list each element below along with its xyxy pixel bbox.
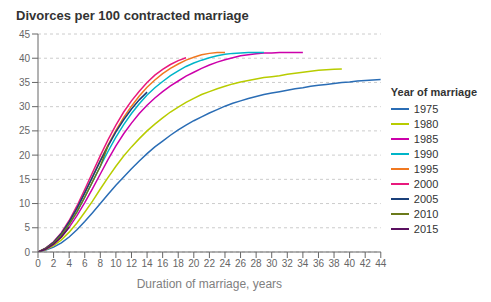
svg-text:Duration of marriage, years: Duration of marriage, years (137, 277, 282, 291)
svg-text:30: 30 (266, 258, 278, 269)
svg-text:45: 45 (19, 29, 31, 40)
svg-text:0: 0 (24, 247, 30, 258)
svg-text:4: 4 (66, 258, 72, 269)
html-text:1990: 1990 (413, 148, 439, 160)
html-text:2015: 2015 (413, 223, 439, 235)
svg-text:20: 20 (188, 258, 200, 269)
svg-text:12: 12 (126, 258, 138, 269)
html-text:2005: 2005 (413, 193, 439, 205)
svg-text:15: 15 (19, 174, 31, 185)
svg-text:28: 28 (251, 258, 263, 269)
svg-text:0: 0 (35, 258, 41, 269)
svg-text:24: 24 (219, 258, 231, 269)
svg-text:40: 40 (19, 53, 31, 64)
svg-text:22: 22 (204, 258, 216, 269)
html-text:1985: 1985 (413, 133, 439, 145)
svg-text:20: 20 (19, 150, 31, 161)
svg-text:44: 44 (375, 258, 387, 269)
html-text:1975: 1975 (413, 103, 439, 115)
svg-text:36: 36 (313, 258, 325, 269)
svg-text:30: 30 (19, 101, 31, 112)
html-text:1995: 1995 (413, 163, 439, 175)
svg-text:32: 32 (282, 258, 294, 269)
svg-text:35: 35 (19, 77, 31, 88)
svg-text:2: 2 (51, 258, 57, 269)
svg-text:8: 8 (98, 258, 104, 269)
svg-text:26: 26 (235, 258, 247, 269)
svg-text:16: 16 (157, 258, 169, 269)
svg-text:14: 14 (142, 258, 154, 269)
html-text:2010: 2010 (413, 208, 439, 220)
html-text:Year of marriage: Year of marriage (390, 85, 477, 98)
svg-text:38: 38 (328, 258, 340, 269)
html-text:2000: 2000 (413, 178, 439, 190)
svg-text:6: 6 (82, 258, 88, 269)
svg-text:18: 18 (173, 258, 185, 269)
svg-text:10: 10 (110, 258, 122, 269)
svg-text:40: 40 (344, 258, 356, 269)
svg-text:5: 5 (24, 222, 30, 233)
html-text:Divorces per 100 contracted ma: Divorces per 100 contracted marriage (16, 8, 249, 23)
html-text:1980: 1980 (413, 118, 439, 130)
svg-text:10: 10 (19, 198, 31, 209)
svg-text:25: 25 (19, 125, 31, 136)
svg-text:34: 34 (297, 258, 309, 269)
svg-text:42: 42 (360, 258, 372, 269)
